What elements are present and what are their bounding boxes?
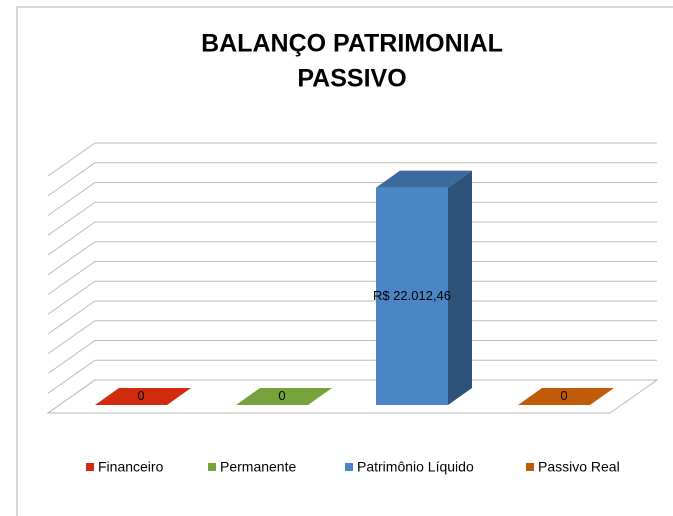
bar-face <box>376 170 472 188</box>
bar <box>95 388 191 405</box>
legend-swatch <box>345 463 353 471</box>
legend-swatch <box>86 463 94 471</box>
bar-face <box>518 388 614 405</box>
bar <box>518 388 614 405</box>
legend-swatch <box>526 463 534 471</box>
value-label: 0 <box>278 388 285 403</box>
legend-swatch <box>208 463 216 471</box>
value-label: 0 <box>137 388 144 403</box>
chart-title: BALANÇO PATRIMONIAL <box>201 30 503 58</box>
value-label: 0 <box>560 388 567 403</box>
value-label: R$ 22.012,46 <box>373 288 451 303</box>
bar <box>236 388 332 405</box>
legend-label: Financeiro <box>98 459 164 475</box>
bar-face <box>448 170 472 405</box>
legend-label: Permanente <box>220 459 296 475</box>
bar-face <box>95 388 191 405</box>
legend-label: Passivo Real <box>538 459 620 475</box>
bar-face <box>236 388 332 405</box>
bar-face <box>376 187 448 405</box>
bar <box>376 170 472 405</box>
grid-line <box>47 142 657 177</box>
legend-label: Patrimônio Líquido <box>357 459 474 475</box>
grid-line <box>47 162 657 197</box>
chart-title: PASSIVO <box>297 65 406 93</box>
